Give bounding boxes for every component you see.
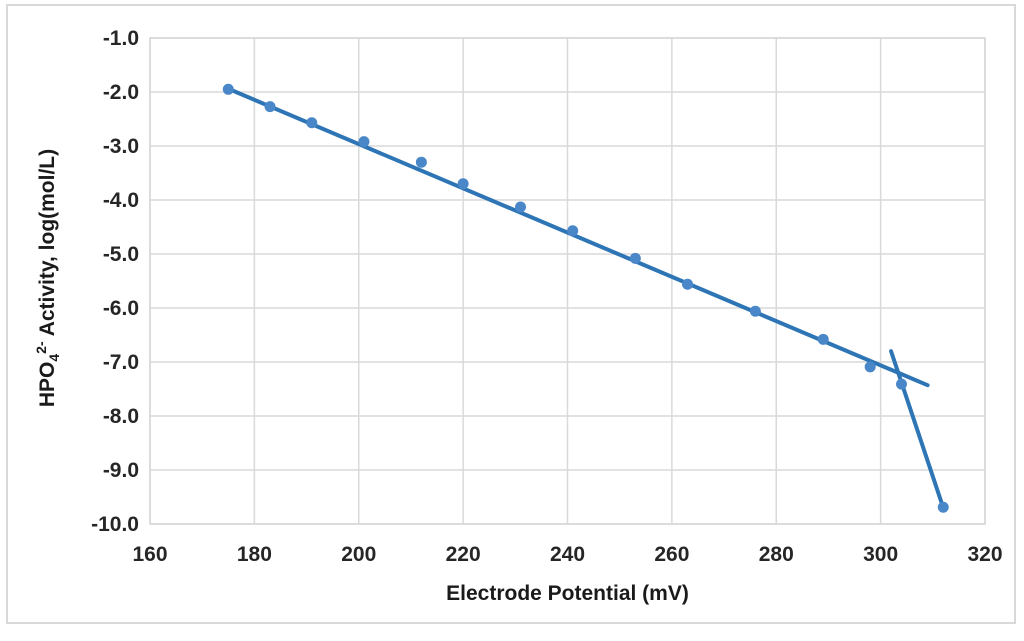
data-point [457, 178, 469, 190]
x-tick-label: 320 [967, 543, 1002, 566]
y-tick-label: -9.0 [103, 459, 139, 482]
data-point [264, 101, 276, 113]
y-tick-label: -3.0 [103, 135, 139, 158]
trendline-1 [226, 86, 930, 388]
y-tick-label: -10.0 [91, 513, 139, 536]
y-axis-title-subscript: 4 [46, 353, 62, 362]
y-tick-label: -2.0 [103, 81, 139, 104]
x-tick-label: 180 [237, 543, 272, 566]
data-point [896, 378, 907, 390]
data-point [358, 136, 370, 148]
y-tick-label: -1.0 [103, 27, 139, 50]
plot-area-border [149, 37, 986, 525]
data-point [682, 278, 694, 290]
x-tick-label: 220 [446, 543, 481, 566]
x-axis-title: Electrode Potential (mV) [446, 582, 689, 605]
data-point [306, 117, 318, 129]
data-point [515, 201, 527, 213]
y-axis-title: HPO42- Activity, log(mol/L) [33, 148, 62, 408]
x-tick-label: 200 [341, 543, 376, 566]
data-point [629, 252, 641, 264]
data-point [937, 501, 949, 513]
x-tick-label: 260 [654, 543, 689, 566]
y-tick-label: -5.0 [103, 243, 139, 266]
data-point [567, 225, 579, 237]
chart-canvas: 160 180 200 220 240 260 280 300 320 -1.0 -2.0 -3.0 -… [91, 27, 1002, 566]
x-tick-label: 240 [550, 543, 585, 566]
x-tick-label: 160 [132, 543, 167, 566]
y-tick-label: -8.0 [103, 405, 139, 428]
x-tick-label: 300 [863, 543, 898, 566]
y-axis-title-superscript: 2- [33, 341, 49, 354]
trendline-2 [889, 349, 946, 510]
data-point [864, 361, 876, 373]
y-tick-label: -7.0 [103, 351, 139, 374]
y-tick-label: -4.0 [103, 189, 139, 212]
data-point [817, 333, 829, 345]
x-tick-label: 280 [759, 543, 794, 566]
data-point [749, 305, 761, 317]
y-tick-label: -6.0 [103, 297, 139, 320]
chart-figure-frame: 160 180 200 220 240 260 280 300 320 -1.0 -2.0 -3.0 -… [6, 4, 1016, 624]
data-point [222, 83, 234, 95]
y-axis-title-rest: Activity, log(mol/L) [36, 148, 59, 342]
y-axis-title-base: HPO [36, 361, 59, 408]
data-point [415, 156, 427, 168]
